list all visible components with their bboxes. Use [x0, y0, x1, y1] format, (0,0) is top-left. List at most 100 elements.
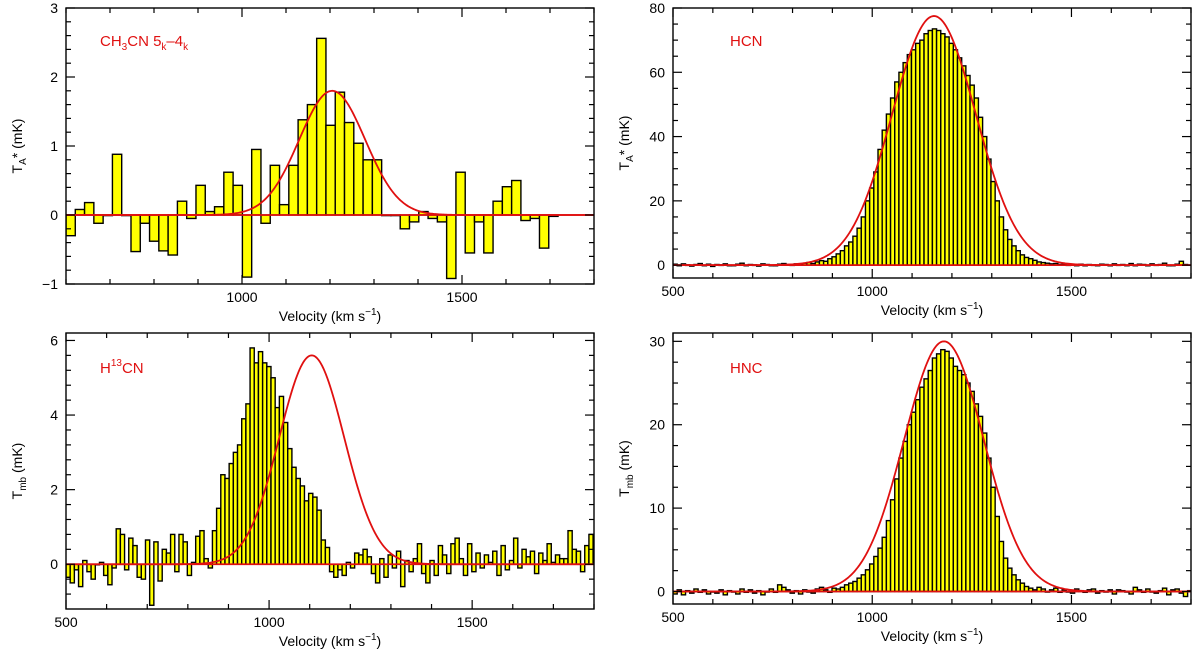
bar — [324, 546, 331, 565]
x-tick-label: 1500 — [446, 289, 477, 305]
bar — [157, 563, 163, 582]
bar — [362, 159, 374, 216]
bar — [153, 541, 159, 565]
bar — [512, 537, 519, 565]
bar — [408, 563, 414, 573]
bar — [408, 214, 420, 223]
bar — [441, 554, 448, 565]
species-label: CH3CN 5k–4k — [100, 33, 189, 53]
species-label: H13CN — [100, 358, 144, 377]
bar — [241, 214, 253, 278]
x-tick-label: 500 — [661, 609, 685, 625]
x-tick-label: 1000 — [253, 614, 284, 630]
bar — [288, 164, 299, 216]
bar — [144, 539, 151, 565]
bar — [306, 103, 318, 216]
y-axis-label: TA* (mK) — [616, 116, 636, 171]
y-tick-label: 80 — [649, 0, 665, 16]
y-axis-label: Tmb (mK) — [9, 443, 29, 500]
x-axis-label: Velocity (km s−1) — [881, 627, 983, 644]
y-tick-label: −1 — [42, 276, 58, 292]
bar — [462, 563, 469, 577]
x-tick-label: 1500 — [1056, 283, 1087, 299]
x-tick-label: 1500 — [457, 614, 488, 630]
bar — [501, 186, 513, 216]
bar — [433, 563, 440, 577]
panel-ch3cn: 1000 1500 −1 0 1 2 3 Velocity (km s−1) TA* (mK) C… — [9, 0, 595, 324]
bar — [492, 200, 504, 216]
gaussian-fit-line — [673, 15, 1191, 267]
y-tick-label: 20 — [649, 193, 665, 209]
bar — [278, 203, 290, 216]
bar — [374, 563, 381, 584]
bar — [546, 543, 552, 565]
bar — [471, 563, 477, 573]
bar — [529, 550, 536, 565]
y-tick-label: 20 — [649, 417, 665, 433]
x-tick-label: 1000 — [857, 609, 888, 625]
bar — [167, 214, 179, 256]
bar — [366, 556, 373, 565]
x-tick-label: 1000 — [226, 289, 257, 305]
bar — [269, 164, 281, 216]
panel-hcn: 500 1000 1500 0 20 40 60 80 Velocity (km s−1) TA*… — [616, 0, 1192, 318]
bar — [492, 550, 498, 565]
bar — [466, 543, 473, 565]
y-tick-label: 4 — [50, 407, 58, 423]
bar — [399, 563, 406, 588]
bars-tl — [66, 37, 559, 280]
y-tick-label: 40 — [649, 129, 665, 145]
bar — [66, 214, 76, 237]
bar — [315, 37, 327, 216]
bar — [343, 121, 355, 216]
y-tick-label: 6 — [50, 332, 58, 348]
bar — [500, 544, 506, 565]
bar — [334, 91, 346, 216]
bar — [325, 124, 336, 216]
y-axis-label: TA* (mK) — [9, 119, 29, 174]
bars-tr — [673, 28, 1189, 268]
bar — [77, 563, 84, 588]
bars-br — [673, 348, 1191, 598]
x-tick-label: 500 — [54, 614, 78, 630]
bar — [148, 214, 160, 242]
gaussian-fit-line — [66, 89, 594, 216]
bar — [483, 214, 494, 254]
bar — [186, 563, 193, 577]
bar — [533, 563, 540, 575]
bar — [473, 214, 485, 223]
bar — [83, 201, 95, 216]
species-label: HCN — [730, 33, 763, 50]
bar — [130, 214, 141, 253]
bar — [387, 554, 393, 565]
gaussian-fit-line — [673, 340, 1191, 593]
bar — [148, 563, 155, 606]
panel-hnc: 500 1000 1500 0 10 20 30 Velocity (km s−1) Tmb (… — [616, 332, 1192, 644]
bar — [575, 550, 582, 565]
y-tick-label: 3 — [50, 0, 58, 16]
bar — [496, 563, 502, 577]
bar — [260, 214, 271, 224]
gaussian-fit-line — [66, 354, 594, 566]
bar — [399, 214, 411, 230]
bar — [445, 214, 457, 280]
bar — [195, 184, 206, 216]
y-tick-label: 2 — [50, 69, 58, 85]
bar — [111, 153, 123, 216]
bar — [455, 171, 466, 216]
bar — [579, 563, 586, 573]
x-axis-label: Velocity (km s−1) — [881, 301, 983, 318]
bar — [341, 563, 347, 577]
species-label: HNC — [730, 360, 763, 377]
bar — [139, 214, 151, 224]
bar — [297, 119, 309, 216]
x-tick-label: 500 — [661, 283, 685, 299]
plot-frame — [672, 7, 1192, 279]
bar — [464, 214, 476, 254]
bar — [425, 563, 431, 584]
bar — [169, 533, 176, 565]
bar — [475, 552, 481, 565]
y-tick-label: 60 — [649, 64, 665, 80]
y-axis-label: Tmb (mK) — [616, 440, 636, 497]
x-tick-label: 1000 — [857, 283, 888, 299]
